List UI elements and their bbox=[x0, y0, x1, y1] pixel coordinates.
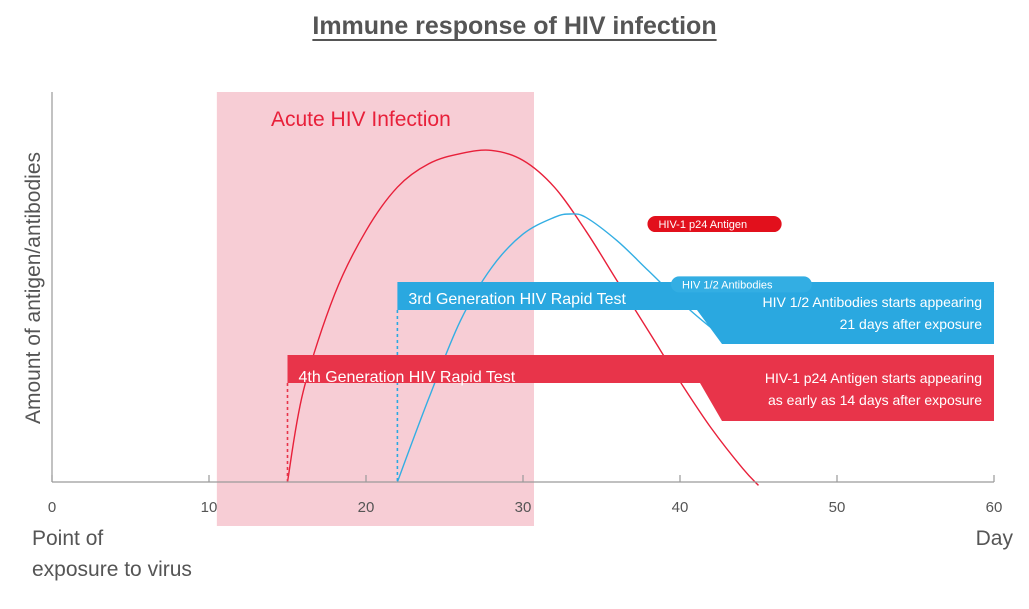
series-tags-layer: HIV-1 p24 Antigen HIV 1/2 Antibodies bbox=[647, 216, 812, 293]
3rd-gen-test-note-line: HIV 1/2 Antibodies starts appearing bbox=[763, 294, 982, 310]
antibody-tag-label: HIV 1/2 Antibodies bbox=[682, 279, 773, 291]
test-banners-layer: 3rd Generation HIV Rapid Test HIV 1/2 Ant… bbox=[286, 282, 994, 482]
x-axis-label: Day bbox=[976, 527, 1014, 550]
chart-title: Immune response of HIV infection bbox=[312, 12, 717, 40]
x-tick-label: 30 bbox=[515, 499, 532, 516]
acute-infection-label: Acute HIV Infection bbox=[271, 108, 451, 131]
x-tick-label: 60 bbox=[986, 499, 1003, 516]
x-tick-label: 40 bbox=[672, 499, 689, 516]
4th-gen-test-note-line: HIV-1 p24 Antigen starts appearing bbox=[765, 370, 982, 386]
4th-gen-test-note-line: as early as 14 days after exposure bbox=[768, 392, 982, 408]
4th-gen-test-banner bbox=[287, 355, 994, 421]
origin-label-line-2: exposure to virus bbox=[32, 558, 192, 581]
origin-label-line-1: Point of bbox=[32, 527, 103, 550]
x-ticks-layer: 0 10 20 30 40 50 60 bbox=[48, 475, 1003, 516]
x-tick-label: 10 bbox=[201, 499, 218, 516]
3rd-gen-test-label: 3rd Generation HIV Rapid Test bbox=[408, 291, 626, 308]
4th-gen-test-label: 4th Generation HIV Rapid Test bbox=[299, 369, 516, 386]
3rd-gen-test-note-line: 21 days after exposure bbox=[840, 316, 983, 332]
antigen-tag-label: HIV-1 p24 Antigen bbox=[658, 219, 747, 231]
antigen-curve bbox=[286, 149, 760, 486]
x-tick-label: 50 bbox=[829, 499, 846, 516]
antigen-tag-pill bbox=[647, 216, 782, 233]
3rd-gen-test-banner bbox=[397, 282, 994, 344]
x-tick-label: 0 bbox=[48, 499, 56, 516]
antibody-tag-pill bbox=[671, 276, 812, 293]
y-axis-label: Amount of antigen/antibodies bbox=[22, 152, 45, 424]
x-tick-label: 20 bbox=[358, 499, 375, 516]
